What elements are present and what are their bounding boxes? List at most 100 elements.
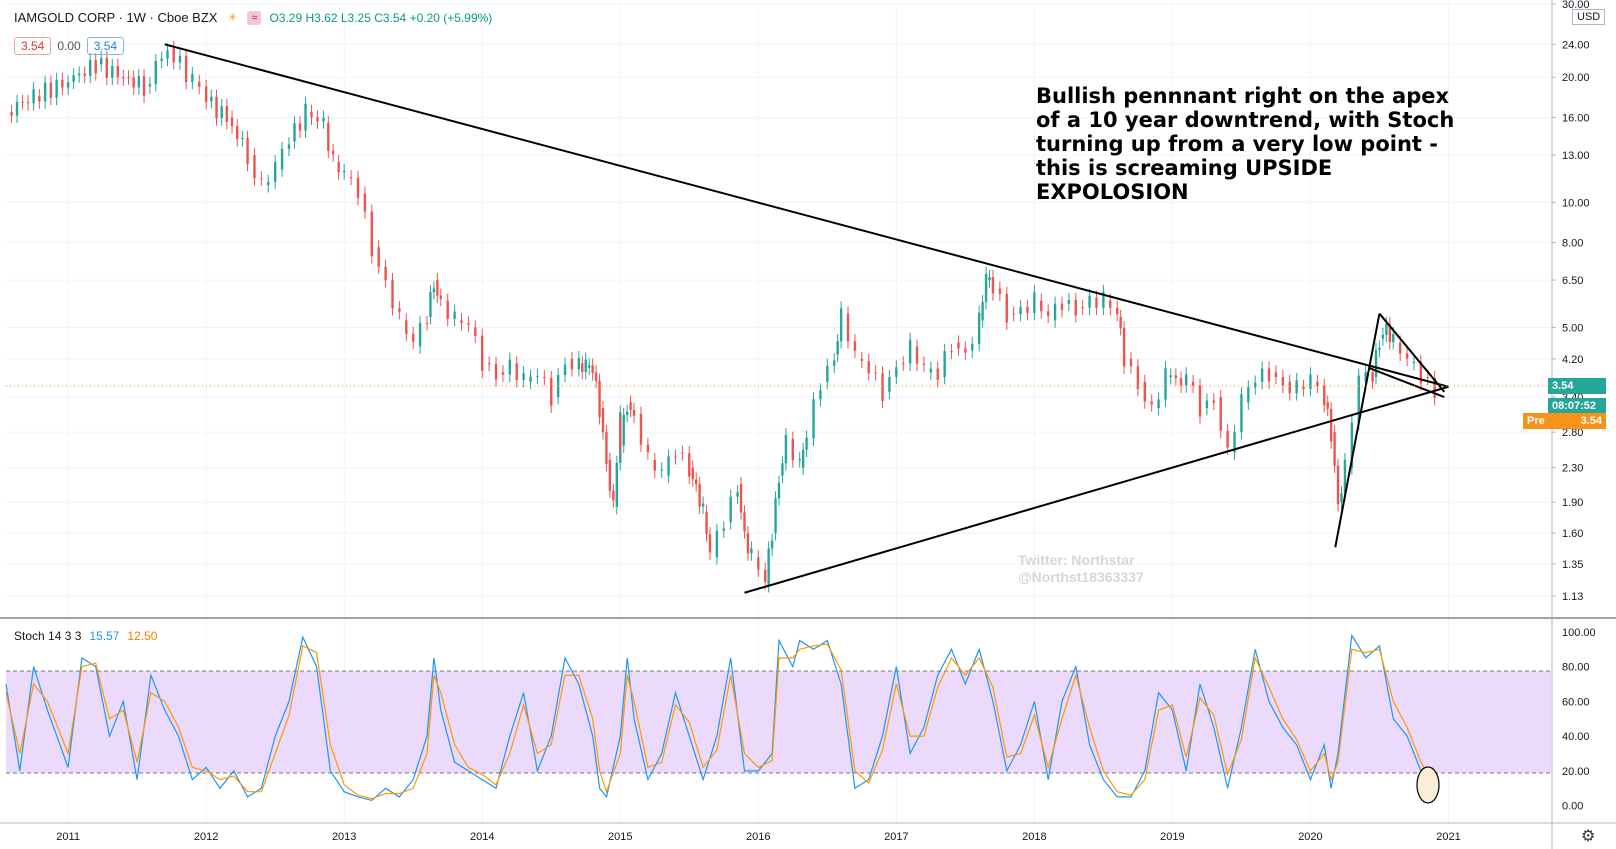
candle-body bbox=[681, 452, 684, 454]
symbol-title[interactable]: IAMGOLD CORP · 1W · Cboe BZX bbox=[14, 10, 218, 25]
watermark: Twitter: Northstar @Northst18363337 bbox=[1018, 552, 1144, 586]
candle-body bbox=[591, 365, 594, 374]
time-tick-label: 2014 bbox=[470, 831, 494, 843]
candle-body bbox=[293, 123, 296, 142]
candle-body bbox=[608, 459, 612, 491]
candle-body bbox=[481, 335, 484, 371]
candle-body bbox=[337, 162, 340, 173]
candle-body bbox=[253, 154, 256, 179]
candle-body bbox=[1081, 306, 1084, 308]
price-tick-label: 1.60 bbox=[1562, 528, 1583, 540]
candle-body bbox=[148, 84, 152, 87]
price-tick-label: 10.00 bbox=[1562, 197, 1590, 209]
candle-body bbox=[708, 534, 712, 553]
price-tick-label: 30.00 bbox=[1562, 0, 1590, 11]
candle-body bbox=[798, 458, 801, 461]
candle-body bbox=[1385, 324, 1388, 335]
candle-body bbox=[570, 358, 574, 370]
time-tick-label: 2012 bbox=[194, 831, 218, 843]
candle-body bbox=[1374, 350, 1378, 377]
ohlc-readout: O3.29 H3.62 L3.25 C3.54 +0.20 (+5.99%) bbox=[269, 10, 493, 25]
gear-icon[interactable]: ⚙ bbox=[1581, 828, 1596, 845]
candle-body bbox=[515, 363, 518, 380]
stoch-tick-label: 60.00 bbox=[1562, 696, 1590, 708]
stoch-d-line bbox=[5, 643, 1436, 800]
candle-body bbox=[715, 530, 719, 558]
candle-body bbox=[154, 60, 157, 85]
candle-body bbox=[522, 373, 525, 380]
time-tick-label: 2019 bbox=[1160, 831, 1184, 843]
candle-body bbox=[888, 376, 891, 392]
annotation-text[interactable]: Bullish pennnant right on the apex of a … bbox=[1036, 84, 1455, 204]
candle-body bbox=[622, 414, 625, 446]
candle-body bbox=[881, 373, 884, 401]
wave-icon[interactable]: ≈ bbox=[247, 10, 262, 25]
candle-body bbox=[210, 96, 213, 102]
candle-body bbox=[1295, 380, 1298, 394]
candle-body bbox=[577, 358, 581, 370]
bid-value[interactable]: 3.54 bbox=[14, 37, 52, 55]
stoch-band bbox=[6, 671, 1552, 773]
time-tick-label: 2016 bbox=[746, 831, 770, 843]
candle-body bbox=[846, 313, 850, 342]
candle-body bbox=[72, 75, 75, 82]
candle-body bbox=[1364, 372, 1367, 382]
ask-value[interactable]: 3.54 bbox=[86, 37, 125, 55]
stoch-legend[interactable]: Stoch 14 3 3 15.57 12.50 bbox=[14, 629, 157, 643]
currency-label[interactable]: USD bbox=[1572, 9, 1606, 25]
candle-body bbox=[701, 503, 705, 507]
trendline bbox=[164, 43, 1449, 388]
candle-body bbox=[356, 177, 360, 199]
trendline bbox=[744, 385, 1449, 594]
price-tick-label: 4.20 bbox=[1562, 354, 1583, 366]
candle-body bbox=[1074, 299, 1077, 316]
candle-body bbox=[801, 449, 805, 468]
watermark-line1: Twitter: Northstar bbox=[1018, 552, 1135, 568]
candle-body bbox=[1240, 394, 1243, 433]
candle-body bbox=[1102, 291, 1105, 308]
candle-body bbox=[316, 117, 319, 122]
candle-body bbox=[763, 569, 767, 583]
candle-body bbox=[1323, 385, 1326, 406]
last-price-tag: 3.54 bbox=[1548, 378, 1606, 394]
candle-body bbox=[694, 479, 698, 485]
candle-body bbox=[116, 65, 120, 78]
candle-body bbox=[1205, 400, 1209, 409]
candle-body bbox=[836, 341, 839, 355]
candle-body bbox=[895, 367, 898, 377]
candle-body bbox=[1026, 306, 1029, 313]
candle-body bbox=[494, 363, 498, 380]
candle-body bbox=[667, 456, 670, 476]
candle-body bbox=[705, 511, 708, 535]
candle-body bbox=[89, 60, 92, 76]
stoch-tick-label: 80.00 bbox=[1562, 662, 1590, 674]
candle-body bbox=[1247, 387, 1250, 403]
candle-body bbox=[377, 247, 380, 267]
candle-body bbox=[363, 193, 367, 212]
candle-body bbox=[915, 346, 919, 364]
candle-body bbox=[487, 363, 491, 365]
candle-body bbox=[405, 320, 408, 335]
candle-body bbox=[349, 177, 353, 179]
candle-body bbox=[453, 311, 456, 319]
candle-body bbox=[132, 77, 135, 88]
candle-body bbox=[1405, 353, 1409, 359]
candle-body bbox=[625, 411, 629, 415]
candle-body bbox=[698, 484, 701, 507]
candle-body bbox=[646, 444, 650, 453]
candle-body bbox=[304, 103, 307, 131]
candle-body bbox=[432, 288, 436, 293]
price-tick-label: 8.00 bbox=[1562, 238, 1583, 250]
candle-body bbox=[867, 360, 870, 374]
sun-icon[interactable]: ☀ bbox=[227, 11, 238, 24]
candle-body bbox=[971, 344, 974, 351]
candle-body bbox=[584, 359, 587, 372]
candle-body bbox=[1412, 361, 1416, 364]
candle-body bbox=[1109, 300, 1112, 308]
candle-body bbox=[429, 292, 432, 317]
candle-body bbox=[936, 368, 939, 380]
candle-body bbox=[100, 57, 103, 65]
candle-body bbox=[66, 82, 70, 88]
candle-body bbox=[280, 148, 284, 170]
